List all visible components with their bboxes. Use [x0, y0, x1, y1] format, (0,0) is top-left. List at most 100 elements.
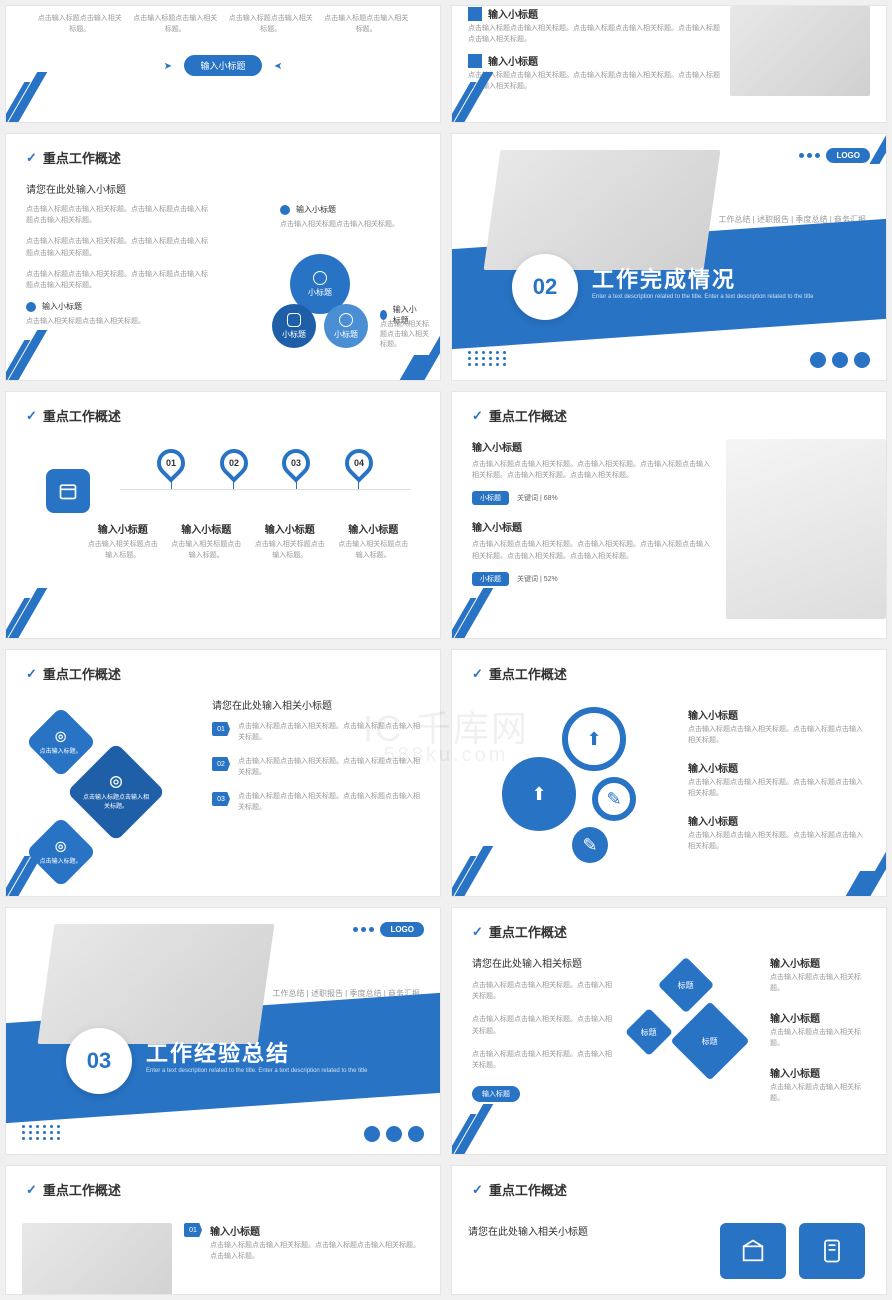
social-icon[interactable]: [408, 1126, 424, 1142]
social-icon[interactable]: [854, 352, 870, 368]
text: 点击输入标题点击输入相关标题。: [770, 1083, 866, 1104]
s2-text: 点击输入标题点击输入相关标题。点击输入标题点击输入相关标题。点击输入标题点击输入…: [468, 71, 720, 92]
badge: 输入标题: [472, 1086, 520, 1102]
dot-icon: [26, 302, 36, 312]
para: 点击输入标题点击输入相关标题。点击输入相关标题。: [472, 980, 612, 1002]
para: 点击输入标题点击输入相关标题。点击输入标题点击输入标题点击输入相关标题。: [26, 204, 208, 226]
dot-pattern: [468, 351, 507, 366]
puzzle-icon: [468, 7, 482, 21]
section-number: 02: [512, 254, 578, 320]
logo-badge: LOGO: [826, 148, 870, 163]
badge: 小标题: [472, 572, 509, 586]
col-text: 点击输入相关标题点击输入标题。: [170, 540, 244, 561]
para: 点击输入标题点击输入相关标题。点击输入相关标题。: [472, 1014, 612, 1036]
section-title: 工作经验总结: [146, 1036, 290, 1068]
pin-marker: 02: [214, 443, 254, 483]
slide-title: 重点工作概述: [6, 392, 440, 439]
logo-badge: LOGO: [380, 922, 424, 937]
slide-6: 重点工作概述 输入小标题 点击输入标题点击输入相关标题。点击输入相关标题。点击输…: [451, 391, 887, 639]
text: 点击输入标题点击输入相关标题。点击输入标题点击输入相关标题。: [688, 778, 866, 799]
slide-3: 重点工作概述 请您在此处输入小标题 点击输入标题点击输入相关标题。点击输入标题点…: [5, 133, 441, 381]
venn-circle: 小标题: [324, 304, 368, 348]
col-heading: 输入小标题: [86, 521, 160, 536]
subtitle: 请您在此处输入相关标题: [472, 955, 612, 970]
slide-10: 重点工作概述 请您在此处输入相关标题 点击输入标题点击输入相关标题。点击输入相关…: [451, 907, 887, 1155]
slide-1: 点击输入标题点击输入相关标题。 点击输入标题点击输入相关标题。 点击输入标题点击…: [5, 5, 441, 123]
num-badge: 01: [212, 722, 230, 736]
arrow-right-icon: ➤: [164, 61, 172, 72]
text: 点击输入标题点击输入相关标题。点击输入标题点击输入相关标题。点击输入标题。: [210, 1241, 424, 1262]
photo-laptop: [730, 6, 870, 96]
ring-icon: ⬆: [502, 757, 576, 831]
pill-label: 输入小标题: [42, 301, 82, 312]
col-heading: 输入小标题: [170, 521, 244, 536]
section-divider-03: LOGO 工作总结 | 述职报告 | 季度总结 | 商务汇报 03 工作经验总结…: [5, 907, 441, 1155]
pin-marker: 04: [339, 443, 379, 483]
slide-8: 重点工作概述 ⬆ ⬆ ✎ ✎ 输入小标题点击输入标题点击输入相关标题。点击输入标…: [451, 649, 887, 897]
col-text: 点击输入相关标题点击输入标题。: [86, 540, 160, 561]
num-badge: 02: [212, 757, 230, 771]
num-badge: 01: [184, 1223, 202, 1237]
arrow-left-icon: ➤: [274, 61, 282, 72]
slide-5: 重点工作概述 01 02 03 04 输入小标题点击输入相关标题点击输入标题。 …: [5, 391, 441, 639]
col-text: 点击输入相关标题点击输入标题。: [253, 540, 327, 561]
heading: 输入小标题: [770, 955, 866, 970]
heading: 输入小标题: [472, 439, 714, 454]
dot-icon: [380, 310, 387, 320]
s1-col: 点击输入标题点击输入相关标题。: [227, 14, 315, 35]
heading: 输入小标题: [688, 760, 866, 775]
heading: 输入小标题: [472, 519, 714, 534]
social-icon[interactable]: [364, 1126, 380, 1142]
section-photo: [38, 924, 275, 1044]
heading: 输入小标题: [770, 1065, 866, 1080]
pin-marker: 01: [151, 443, 191, 483]
meta: 关键词 | 68%: [517, 493, 558, 503]
para: 点击输入相关标题点击输入相关标题。: [26, 316, 208, 327]
heading: 输入小标题: [688, 707, 866, 722]
section-title: 工作完成情况: [592, 262, 736, 294]
para: 点击输入相关标题点击输入相关标题。: [280, 220, 399, 230]
subtitle-button[interactable]: 输入小标题: [184, 55, 261, 76]
slide-title: 重点工作概述: [452, 908, 886, 955]
col-text: 点击输入相关标题点击输入标题。: [337, 540, 411, 561]
slide-title: 重点工作概述: [6, 134, 440, 181]
slide-2: 输入小标题 点击输入标题点击输入相关标题。点击输入标题点击输入相关标题。点击输入…: [451, 5, 887, 123]
s1-col: 点击输入标题点击输入相关标题。: [132, 14, 220, 35]
text: 点击输入标题点击输入相关标题。: [770, 973, 866, 994]
s1-col: 点击输入标题点击输入相关标题。: [323, 14, 411, 35]
text: 点击输入标题点击输入相关标题。点击输入标题点击输入相关标题。: [238, 792, 420, 813]
social-icon[interactable]: [386, 1126, 402, 1142]
social-icon[interactable]: [832, 352, 848, 368]
text: 点击输入标题点击输入相关标题。: [770, 1028, 866, 1049]
para: 点击输入标题点击输入相关标题。点击输入相关标题。: [472, 1049, 612, 1071]
para: 点击输入标题点击输入相关标题。点击输入标题点击输入标题点击输入相关标题。: [26, 269, 208, 291]
para: 点击输入标题点击输入相关标题。点击输入标题点击输入标题点击输入相关标题。: [26, 236, 208, 258]
social-icon[interactable]: [810, 352, 826, 368]
slide-title: 重点工作概述: [6, 650, 440, 697]
venn-circle: 小标题: [272, 304, 316, 348]
col-heading: 输入小标题: [253, 521, 327, 536]
text: 点击输入标题点击输入相关标题。点击输入相关标题。点击输入标题点击输入相关标题。点…: [472, 459, 714, 481]
slide-title: 重点工作概述: [452, 392, 886, 439]
text: 点击输入标题点击输入相关标题。点击输入标题点击输入相关标题。: [688, 725, 866, 746]
s2-heading: 输入小标题: [488, 6, 538, 21]
heading: 输入小标题: [688, 813, 866, 828]
diamond: 标题: [670, 1001, 749, 1080]
pin-marker: 03: [276, 443, 316, 483]
ring-icon: ⬆: [562, 707, 626, 771]
slide-grid: 点击输入标题点击输入相关标题。 点击输入标题点击输入相关标题。 点击输入标题点击…: [0, 0, 892, 1300]
heading: 输入小标题: [210, 1223, 424, 1238]
dot-pattern: [22, 1125, 61, 1140]
slide-title: 重点工作概述: [6, 1166, 440, 1213]
diamond: 标题: [625, 1008, 673, 1056]
section-number: 03: [66, 1028, 132, 1094]
text: 点击输入标题点击输入相关标题。点击输入标题点击输入相关标题。: [238, 757, 420, 778]
diamond: 点击输入标题。: [26, 707, 97, 778]
slide-7: 重点工作概述 点击输入标题。 点击输入标题点击输入相关标题。 点击输入标题。 请…: [5, 649, 441, 897]
pill-label: 输入小标题: [296, 204, 336, 215]
text: 点击输入标题点击输入相关标题。点击输入相关标题。点击输入标题点击输入相关标题。点…: [472, 539, 714, 561]
heading: 输入小标题: [770, 1010, 866, 1025]
col-heading: 输入小标题: [337, 521, 411, 536]
photo-meeting: [22, 1223, 172, 1295]
subtitle: 请您在此处输入小标题: [6, 181, 440, 204]
